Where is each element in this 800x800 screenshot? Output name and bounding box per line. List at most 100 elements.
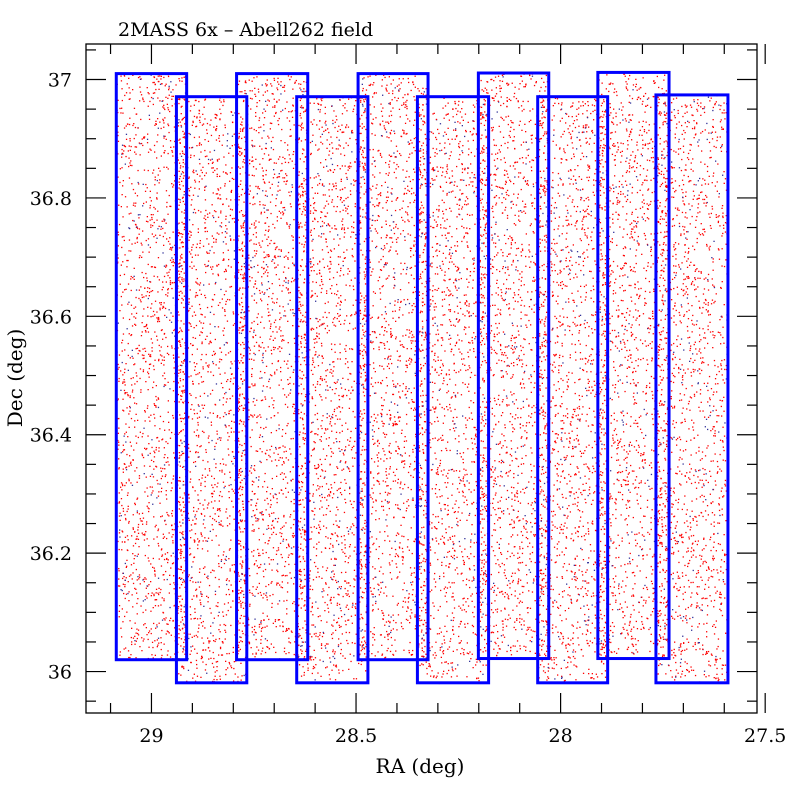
star-point — [163, 618, 165, 620]
star-point — [257, 649, 260, 651]
star-point — [257, 187, 259, 189]
star-point — [335, 629, 337, 631]
star-point — [183, 223, 186, 225]
star-point — [271, 533, 273, 536]
star-point — [189, 323, 192, 325]
star-point — [205, 172, 207, 174]
star-point — [161, 83, 163, 85]
star-point — [171, 512, 173, 515]
star-point — [284, 394, 286, 396]
star-point — [293, 219, 295, 221]
star-point — [304, 462, 306, 464]
star-point — [260, 642, 262, 644]
star-point — [124, 536, 127, 538]
star-point — [156, 311, 158, 313]
star-point — [201, 178, 203, 180]
star-point — [238, 511, 240, 513]
star-point — [170, 482, 173, 484]
star-point — [220, 520, 222, 522]
star-point — [238, 440, 240, 442]
star-point — [157, 228, 159, 230]
star-point — [134, 383, 136, 385]
star-point — [216, 114, 218, 117]
star-point — [270, 559, 272, 561]
star-point — [138, 344, 140, 347]
star-point — [124, 433, 126, 435]
star-point — [261, 511, 263, 513]
star-point — [199, 116, 201, 118]
star-point — [194, 523, 196, 525]
star-point — [167, 461, 169, 463]
star-point — [178, 78, 180, 80]
star-point — [124, 254, 126, 256]
star-point — [252, 145, 254, 148]
star-point — [160, 637, 162, 639]
star-point — [240, 297, 243, 299]
star-point — [183, 98, 185, 100]
star-point — [324, 302, 326, 305]
star-point — [267, 346, 269, 348]
star-point — [155, 599, 157, 601]
star-point — [232, 600, 234, 602]
star-point — [177, 568, 179, 570]
star-point — [191, 598, 193, 600]
star-point — [229, 299, 231, 301]
star-point — [179, 255, 182, 257]
star-point — [273, 256, 276, 258]
star-point — [187, 512, 189, 514]
star-point — [242, 423, 245, 425]
star-point — [120, 80, 123, 82]
star-point — [264, 651, 267, 654]
star-point — [136, 236, 138, 239]
star-point — [349, 528, 351, 530]
star-point — [214, 593, 217, 596]
star-point — [256, 316, 258, 319]
star-point — [180, 271, 182, 273]
star-point — [289, 195, 291, 197]
star-point — [147, 238, 150, 240]
star-point — [322, 588, 324, 590]
star-point — [211, 204, 213, 206]
star-point — [182, 536, 184, 538]
star-point — [257, 264, 259, 266]
star-point — [189, 653, 191, 655]
star-point — [271, 183, 273, 185]
star-point — [230, 266, 232, 268]
star-point — [340, 642, 342, 645]
star-point — [160, 477, 162, 480]
star-point — [320, 291, 322, 294]
star-point — [241, 309, 243, 311]
star-point — [194, 369, 196, 371]
star-point — [248, 310, 250, 312]
star-point — [166, 630, 168, 632]
star-point — [152, 503, 154, 505]
star-point — [179, 188, 181, 190]
star-point — [290, 453, 292, 455]
star-point — [125, 469, 128, 471]
star-point — [179, 142, 181, 144]
star-point — [166, 201, 168, 204]
star-point — [261, 148, 263, 150]
star-point — [188, 322, 190, 324]
star-point — [152, 92, 155, 94]
star-point — [275, 553, 278, 555]
star-point — [293, 420, 295, 422]
star-point — [153, 622, 155, 625]
star-point — [132, 572, 134, 574]
star-point — [302, 190, 304, 193]
star-point — [214, 484, 216, 486]
star-point — [350, 373, 352, 375]
star-point — [231, 218, 234, 220]
star-point — [221, 641, 224, 643]
star-point — [250, 504, 252, 506]
star-point — [163, 456, 165, 459]
star-point — [239, 485, 242, 488]
star-point — [361, 529, 363, 531]
star-point — [188, 147, 191, 149]
star-point — [145, 627, 147, 629]
star-point — [196, 243, 198, 245]
star-point — [267, 266, 269, 268]
star-point — [273, 452, 275, 454]
star-point — [143, 624, 145, 626]
star-point — [279, 457, 281, 459]
